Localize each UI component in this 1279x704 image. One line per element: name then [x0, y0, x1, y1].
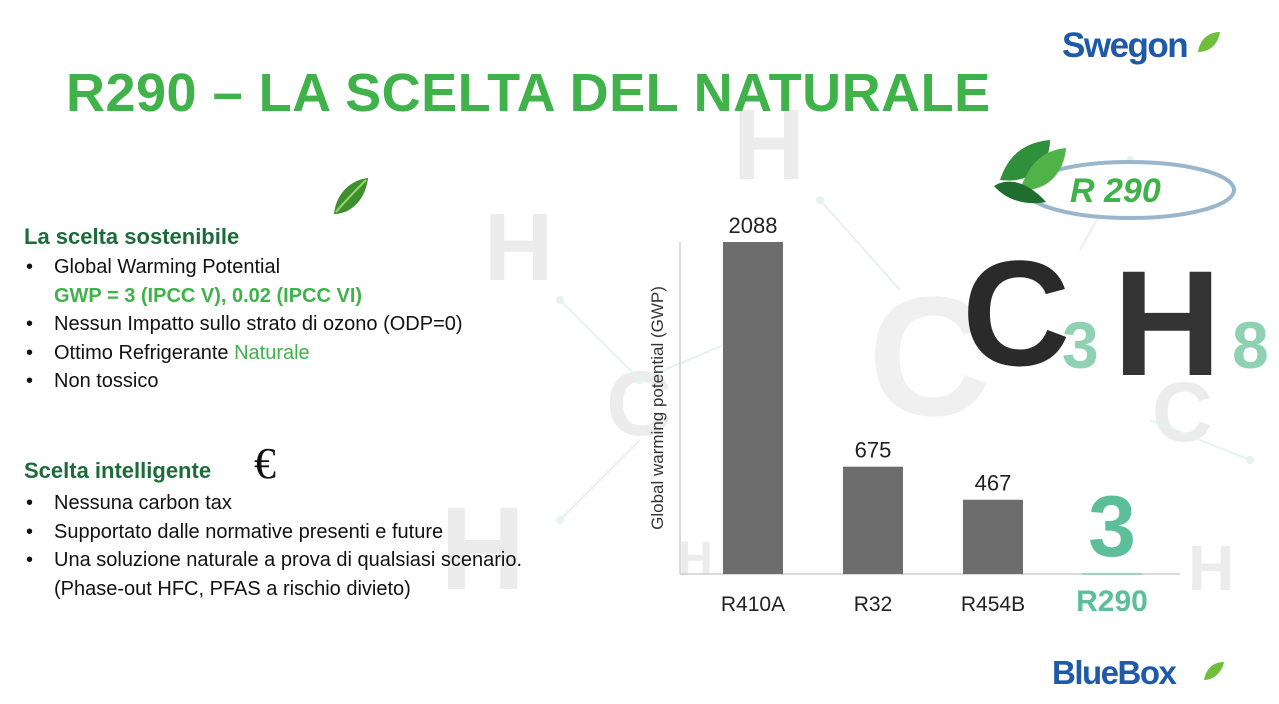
- bg-letter-h-left: H: [484, 194, 554, 301]
- data-label-r454b: 467: [975, 471, 1012, 496]
- r290-badge: R 290: [994, 140, 1236, 220]
- bar-r32: [843, 466, 903, 574]
- swegon-leaf-icon: [1198, 32, 1220, 52]
- section1-heading: La scelta sostenibile: [24, 224, 240, 249]
- formula-h: H: [1113, 239, 1222, 407]
- list-item-text: Nessun Impatto sullo strato di ozono (OD…: [54, 313, 463, 335]
- list-item-text: (Phase-out HFC, PFAS a rischio divieto): [54, 577, 411, 600]
- bg-letter-h-top: H: [733, 89, 806, 201]
- section2-heading: Scelta intelligente: [24, 458, 212, 483]
- list-item-text: Supportato dalle normative presenti e fu…: [54, 520, 444, 543]
- bluebox-leaf-icon: [1204, 662, 1224, 680]
- gwp-value-text: GWP = 3 (IPCC V), 0.02 (IPCC VI): [54, 284, 363, 307]
- formula-sub-8: 8: [1232, 308, 1269, 382]
- data-label-r32: 675: [855, 438, 892, 463]
- page-title: R290 – LA SCELTA DEL NATURALE: [66, 63, 991, 123]
- bluebox-logo: BlueBox: [1052, 654, 1177, 692]
- formula-c: C: [962, 229, 1071, 397]
- data-label-r290: 3: [1088, 479, 1136, 575]
- list-item: (Phase-out HFC, PFAS a rischio divieto): [24, 575, 522, 604]
- leaf-icon: [334, 178, 368, 214]
- formula-sub-3: 3: [1062, 308, 1099, 382]
- natural-highlight-text: Naturale: [234, 341, 310, 364]
- list-item-text: Una soluzione naturale a prova di qualsi…: [54, 549, 523, 571]
- list-item: Global Warming Potential: [24, 253, 463, 282]
- x-tick-label-r410a: R410A: [721, 593, 785, 616]
- list-item: Una soluzione naturale a prova di qualsi…: [24, 546, 522, 575]
- bg-letter-h-right: H: [1188, 532, 1235, 604]
- list-item-text: Nessuna carbon tax: [54, 492, 232, 514]
- bar-r290: [1082, 573, 1142, 575]
- bar-r410a: [723, 242, 783, 574]
- list-item-text: Global Warming Potential: [54, 256, 281, 278]
- euro-icon: €: [254, 439, 276, 488]
- list-item-text: Non tossico: [54, 370, 159, 392]
- bluebox-logo-text: BlueBox: [1052, 654, 1177, 691]
- x-tick-label-r454b: R454B: [961, 593, 1025, 616]
- bg-letter-h-axis: H: [678, 533, 713, 586]
- bg-letter-c-left: C: [606, 353, 673, 455]
- bar-r454b: [963, 499, 1023, 574]
- list-item: Supportato dalle normative presenti e fu…: [24, 518, 522, 547]
- list-item: Nessun Impatto sullo strato di ozono (OD…: [24, 310, 463, 339]
- bg-letter-c-big: C: [868, 262, 991, 452]
- section1-list: Global Warming Potential GWP = 3 (IPCC V…: [24, 253, 463, 396]
- x-tick-label-r32: R32: [854, 593, 893, 616]
- list-item: Nessuna carbon tax: [24, 489, 522, 518]
- r290-badge-text: R 290: [1070, 172, 1161, 210]
- data-label-r410a: 2088: [729, 213, 778, 238]
- list-item: Non tossico: [24, 367, 463, 396]
- y-axis-label: Global warming potential (GWP): [648, 286, 667, 530]
- list-item: Ottimo Refrigerante Naturale: [24, 339, 463, 368]
- section2-list: Nessuna carbon tax Supportato dalle norm…: [24, 489, 522, 603]
- x-tick-label-r290: R290: [1076, 585, 1148, 618]
- swegon-logo-text: Swegon: [1062, 26, 1189, 65]
- list-item: GWP = 3 (IPCC V), 0.02 (IPCC VI): [24, 282, 463, 311]
- swegon-logo: Swegon: [1062, 26, 1189, 66]
- list-item-text: Ottimo Refrigerante: [54, 341, 235, 364]
